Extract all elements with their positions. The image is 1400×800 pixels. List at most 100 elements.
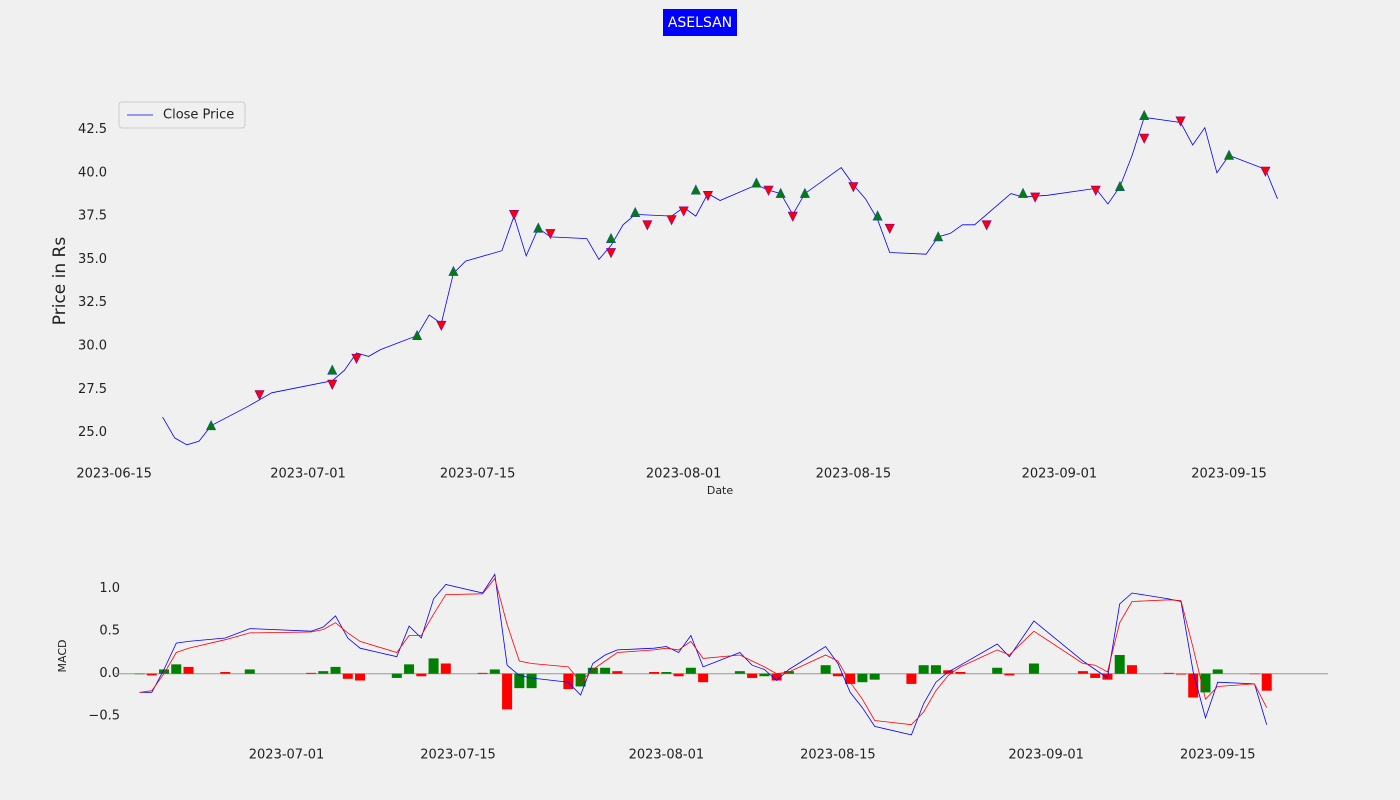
histogram-bar [306,672,317,674]
buy-marker [327,364,338,375]
buy-marker [751,177,762,188]
histogram-bar [820,665,831,674]
y-tick-label: 27.5 [78,382,107,397]
buy-marker [448,265,459,276]
sell-marker [254,390,265,401]
histogram-bar [1163,672,1174,674]
histogram-bar [318,671,329,674]
buy-marker [1139,109,1150,120]
histogram-bar [514,673,525,689]
histogram-bar [1028,663,1039,674]
y-tick-label: 32.5 [78,295,107,310]
histogram-bar [869,673,880,680]
title-box [663,9,737,36]
sell-marker [642,220,653,231]
buy-marker [1017,187,1029,198]
histogram-bar [575,673,586,687]
histogram-bar [183,666,194,674]
y-tick-label: 1.0 [99,581,120,596]
sell-marker [884,223,895,235]
histogram-bar [845,673,856,684]
histogram-bar [477,672,488,674]
x-tick-label: 2023-08-15 [816,467,892,482]
sell-marker [848,182,859,193]
sell-marker [1090,185,1101,196]
histogram-bar [612,671,623,674]
x-tick-label: 2023-08-01 [629,748,705,763]
histogram-bar [673,673,684,677]
x-tick-label: 2023-08-01 [646,467,722,482]
histogram-bar [404,664,415,674]
histogram-bar [220,672,231,674]
histogram-bar [649,672,660,674]
sell-marker [678,206,689,217]
sell-marker [1139,133,1150,144]
buy-marker [1114,180,1126,191]
legend-label: Close Price [163,108,234,123]
histogram-bar [440,663,451,674]
buy-marker [605,232,617,243]
x-tick-label: 2023-07-15 [420,748,496,763]
sell-marker [666,215,677,226]
series-line [139,577,1268,726]
histogram-bar [391,673,402,678]
x-tick-label: 2023-07-15 [440,467,516,482]
buy-marker [412,329,423,340]
histogram-bar [587,667,598,674]
sell-marker [1030,192,1041,203]
histogram-bar [747,673,758,678]
sell-marker [1260,166,1271,177]
histogram-bar [906,673,917,684]
buy-marker [775,187,786,198]
y-tick-label: 25.0 [78,425,107,440]
sell-marker [702,190,714,202]
histogram-bar [416,673,427,677]
histogram-bar [330,666,341,674]
histogram-bar [1126,665,1137,674]
y-tick-label: 35.0 [78,252,107,267]
buy-marker [206,419,217,431]
histogram-bar [1077,671,1088,674]
histogram-bar [502,673,513,710]
histogram-bar [1004,673,1015,676]
histogram-bar [1175,673,1186,675]
histogram-bar [1200,673,1211,693]
buy-marker [1223,149,1235,160]
histogram-bar [759,673,770,677]
x-tick-label: 2023-07-01 [270,467,346,482]
histogram-bar [1212,669,1223,674]
histogram-bar [734,671,745,674]
histogram-bar [1114,655,1125,674]
buy-marker [630,206,641,217]
y-tick-label: 37.5 [78,209,107,224]
y-axis-label: MACD [56,640,69,673]
sell-marker [545,229,556,240]
sell-marker [351,353,362,364]
series-line [162,116,1278,446]
x-tick-label: 2023-09-01 [1022,467,1098,482]
y-tick-label: 0.5 [99,624,120,639]
buy-marker [533,222,544,233]
histogram-bar [1249,673,1260,675]
histogram-bar [771,673,782,681]
histogram-bar [930,665,941,674]
histogram-bar [146,673,157,676]
histogram-bar [526,673,537,689]
histogram-bar [783,671,794,674]
histogram-bar [355,673,366,681]
histogram-bar [563,673,574,689]
x-tick-label: 2023-09-15 [1180,748,1256,763]
x-tick-label: 2023-09-01 [1008,748,1084,763]
histogram-bar [992,667,1003,674]
histogram-bar [1090,673,1101,678]
buy-marker [872,210,883,221]
buy-marker [690,184,701,195]
histogram-bar [955,672,966,674]
histogram-bar [1188,673,1199,698]
y-tick-label: 40.0 [78,165,107,180]
buy-marker [933,231,944,242]
histogram-bar [171,664,182,674]
y-tick-label: 42.5 [78,122,107,137]
y-tick-label: 30.0 [78,339,107,354]
